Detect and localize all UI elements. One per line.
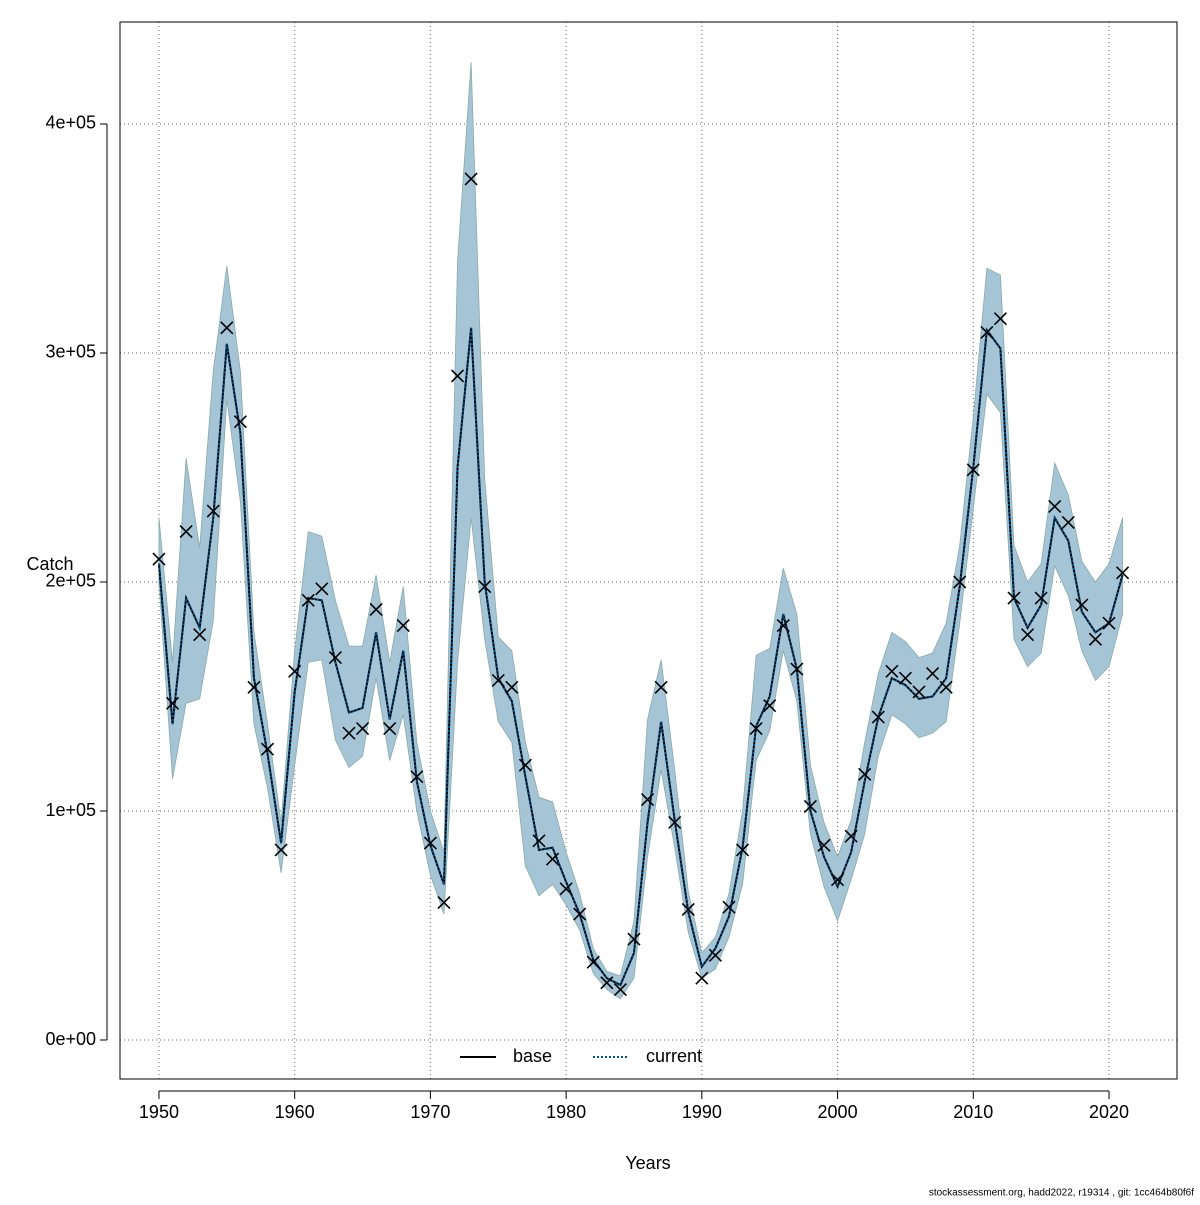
observation-marker [1021, 628, 1035, 642]
observation-marker [627, 932, 641, 946]
x-tick-label: 2020 [1089, 1102, 1129, 1122]
observation-marker [966, 463, 980, 477]
observation-marker [681, 902, 695, 917]
observation-marker [206, 504, 220, 518]
legend-label: base [513, 1046, 552, 1066]
x-axis-label: Years [625, 1153, 670, 1173]
observation-marker [912, 685, 926, 699]
x-tick-label: 1960 [275, 1102, 315, 1122]
observation-marker [410, 770, 424, 784]
observation-marker [993, 312, 1007, 326]
observation-marker [939, 680, 953, 694]
x-tick-label: 1990 [682, 1102, 722, 1122]
observation-marker [423, 836, 437, 850]
observation-marker [478, 580, 492, 594]
y-tick-label: 1e+05 [45, 800, 96, 820]
y-tick-label: 0e+00 [45, 1029, 96, 1049]
observation-marker [315, 582, 329, 596]
observation-marker [735, 843, 750, 857]
observation-marker [342, 726, 356, 740]
observation-marker [450, 369, 465, 383]
observation-marker [464, 172, 478, 186]
observation-marker [708, 948, 722, 962]
y-tick-label: 3e+05 [45, 342, 96, 362]
x-tick-label: 1970 [410, 1102, 450, 1122]
observation-marker [545, 852, 560, 866]
observation-marker [695, 971, 709, 985]
observation-marker [749, 721, 763, 736]
observation-marker [179, 525, 193, 539]
observation-marker [573, 907, 587, 921]
observation-marker [152, 552, 166, 566]
observation-marker [898, 671, 912, 685]
observation-marker [369, 602, 383, 617]
observation-marker [355, 721, 370, 736]
observation-marker [953, 575, 967, 589]
observation-marker [790, 662, 804, 676]
observation-marker [1075, 598, 1089, 612]
observation-marker [247, 680, 261, 694]
observation-marker [600, 976, 614, 990]
observation-marker [437, 896, 451, 910]
x-tick-label: 1950 [139, 1102, 179, 1122]
observation-marker [803, 799, 817, 813]
observation-marker [396, 618, 410, 633]
observation-marker [1048, 499, 1062, 513]
y-tick-label: 4e+05 [45, 113, 96, 133]
observation-marker [165, 696, 180, 710]
series-line [157, 327, 1124, 987]
observation-marker [871, 710, 885, 724]
observation-marker [1034, 591, 1048, 605]
x-tick-label: 2010 [953, 1102, 993, 1122]
observation-marker [613, 983, 627, 997]
observation-marker [193, 628, 207, 642]
observation-marker [220, 321, 234, 335]
observation-marker [763, 699, 777, 713]
legend-label: current [646, 1046, 702, 1066]
observation-marker [925, 667, 940, 681]
observation-marker [885, 664, 899, 678]
y-axis-label: Catch [26, 554, 73, 574]
observation-marker [640, 792, 655, 807]
confidence-band [158, 62, 1123, 1000]
observation-marker [491, 673, 505, 688]
observation-marker [301, 593, 315, 607]
x-tick-label: 2000 [818, 1102, 858, 1122]
observation-marker [288, 664, 302, 678]
observation-marker [776, 618, 790, 633]
observation-marker [1061, 515, 1075, 530]
y-tick-label: 2e+05 [45, 571, 96, 591]
observation-marker [1007, 591, 1021, 605]
observation-marker [980, 325, 994, 339]
observation-marker [260, 742, 275, 756]
observation-marker [518, 758, 532, 772]
observation-marker [1116, 566, 1130, 580]
observation-marker [844, 829, 858, 843]
observation-marker [505, 680, 519, 694]
observation-marker [858, 767, 872, 781]
plot-frame [119, 21, 1178, 1080]
x-tick-label: 1980 [546, 1102, 586, 1122]
observation-marker [559, 882, 573, 896]
observation-marker [586, 955, 600, 969]
observation-marker [654, 680, 668, 694]
observation-marker [1088, 632, 1102, 646]
observation-marker [328, 651, 342, 665]
observation-marker [233, 415, 247, 429]
footnote: stockassessment.org, hadd2022, r19314 , … [929, 1188, 1194, 1199]
observation-marker [532, 834, 546, 848]
observation-marker [830, 873, 845, 887]
observation-marker [817, 838, 831, 852]
observation-marker [383, 721, 397, 736]
observation-marker [722, 900, 736, 914]
observation-marker [274, 843, 288, 857]
observation-marker [668, 815, 682, 830]
observation-marker [1102, 616, 1116, 630]
